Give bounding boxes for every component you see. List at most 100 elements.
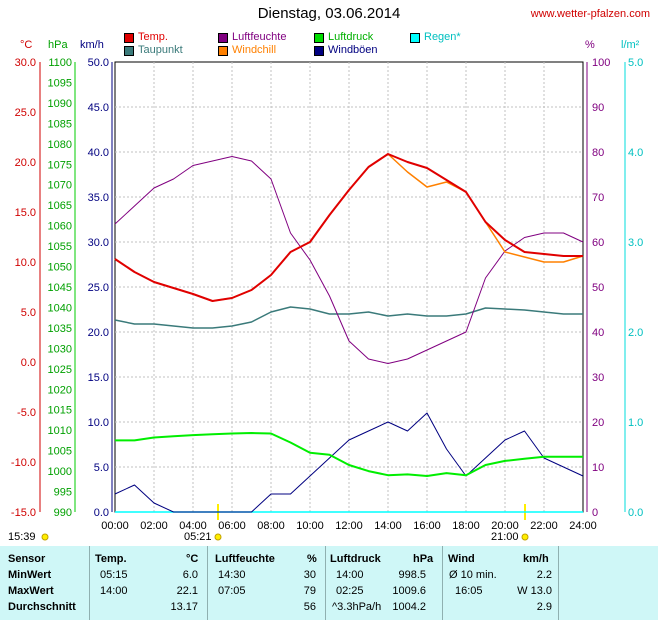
legend-label: Windböen [328, 44, 378, 56]
header-temp-unit: °C [186, 553, 199, 565]
pressure-tick-label: 1090 [48, 98, 72, 110]
time-tick-label: 20:00 [491, 520, 519, 532]
legend-swatch [124, 33, 134, 43]
sunset-label: 21:00 [491, 531, 519, 543]
humidity-tick-label: 50 [592, 282, 604, 294]
header-pressure: Luftdruck [330, 553, 381, 565]
legend-label: Windchill [232, 44, 277, 56]
last-sunset-label: 15:39 [8, 531, 36, 543]
legend-label: Luftdruck [328, 31, 374, 43]
humidity-axis-title: % [585, 39, 595, 51]
temp-tick-label: 10.0 [15, 257, 36, 269]
pressure-tick-label: 1050 [48, 262, 72, 274]
temp-tick-label: 20.0 [15, 157, 36, 169]
site-link[interactable]: www.wetter-pfalzen.com [530, 8, 650, 20]
humidity-tick-label: 90 [592, 102, 604, 114]
wind-value: 2.9 [536, 601, 552, 613]
rain-tick-label: 4.0 [628, 147, 643, 159]
row-label: MinWert [8, 569, 52, 581]
pressure-tick-label: 995 [54, 487, 72, 499]
pressure-tick-label: 1100 [48, 57, 72, 69]
humidity-tick-label: 10 [592, 462, 604, 474]
time-tick-label: 24:00 [569, 520, 597, 532]
pressure-tick-label: 1095 [48, 77, 72, 89]
stats-table: Sensor Temp. °C Luftfeuchte % Luftdruck … [0, 546, 658, 620]
wind-tick-label: 25.0 [88, 282, 109, 294]
rain-tick-label: 1.0 [628, 417, 643, 429]
wind-tick-label: 10.0 [88, 417, 109, 429]
pressure-tick-label: 1060 [48, 221, 72, 233]
temp-tick-label: -15.0 [11, 507, 36, 519]
temp-tick-label: 15.0 [15, 207, 36, 219]
wind-tick-label: 15.0 [88, 372, 109, 384]
table-divider [325, 546, 326, 620]
temp-tick-label: 5.0 [21, 307, 36, 319]
rain-tick-label: 5.0 [628, 57, 643, 69]
chart-title: Dienstag, 03.06.2014 [257, 5, 401, 22]
legend-swatch [410, 33, 420, 43]
pressure-tick-label: 1055 [48, 241, 72, 253]
humidity-tick-label: 0 [592, 507, 598, 519]
pressure-tick-label: 1015 [48, 405, 72, 417]
legend-swatch [218, 33, 228, 43]
wind-value: W 13.0 [517, 585, 552, 597]
time-tick-label: 06:00 [218, 520, 246, 532]
table-divider [558, 546, 559, 620]
table-divider [442, 546, 443, 620]
wind-tick-label: 45.0 [88, 102, 109, 114]
wind-tick-label: 30.0 [88, 237, 109, 249]
pressure-tick-label: 1070 [48, 180, 72, 192]
legend-swatch [314, 46, 324, 56]
humidity-time: 07:05 [218, 585, 246, 597]
time-tick-label: 16:00 [413, 520, 441, 532]
pressure-time: 02:25 [336, 585, 364, 597]
wind-time: Ø 10 min. [449, 569, 497, 581]
temp-value: 13.17 [170, 601, 198, 613]
sunrise-marker [214, 533, 222, 541]
humidity-tick-label: 70 [592, 192, 604, 204]
rain-axis-title: l/m² [621, 39, 640, 51]
legend-swatch [314, 33, 324, 43]
pressure-tick-label: 1005 [48, 446, 72, 458]
wind-tick-label: 20.0 [88, 327, 109, 339]
legend-label: Regen* [424, 31, 461, 43]
pressure-tick-label: 1075 [48, 159, 72, 171]
legend-swatch [124, 46, 134, 56]
pressure-tick-label: 1020 [48, 384, 72, 396]
time-tick-label: 00:00 [101, 520, 129, 532]
humidity-tick-label: 40 [592, 327, 604, 339]
header-humidity: Luftfeuchte [215, 553, 275, 565]
humidity-tick-label: 20 [592, 417, 604, 429]
weather-chart: 30.0 25.0 20.0 15.0 10.0 5.0 0.0 -5.0 -10.0 -15.0… [11, 57, 643, 541]
header-temp: Temp. [95, 553, 127, 565]
time-tick-label: 22:00 [530, 520, 558, 532]
pressure-tick-label: 990 [54, 507, 72, 519]
sunrise-label: 05:21 [184, 531, 212, 543]
header-sensor: Sensor [8, 553, 46, 565]
temp-time: 14:00 [100, 585, 128, 597]
pressure-tick-label: 1085 [48, 118, 72, 130]
header-wind: Wind [448, 553, 475, 565]
pressure-tick-label: 1080 [48, 139, 72, 151]
temp-tick-label: -5.0 [17, 407, 36, 419]
temp-value: 22.1 [176, 585, 198, 597]
time-tick-label: 14:00 [374, 520, 402, 532]
sunset-marker [521, 533, 529, 541]
humidity-tick-label: 60 [592, 237, 604, 249]
rain-tick-label: 3.0 [628, 237, 643, 249]
legend-label: Luftfeuchte [232, 31, 287, 43]
humidity-value: 79 [303, 585, 316, 597]
time-tick-label: 18:00 [452, 520, 480, 532]
time-tick-label: 02:00 [140, 520, 168, 532]
humidity-time: 14:30 [218, 569, 246, 581]
header-wind-unit: km/h [523, 553, 549, 565]
humidity-value: 56 [303, 601, 316, 613]
time-tick-label: 12:00 [335, 520, 363, 532]
wind-tick-label: 50.0 [88, 57, 109, 69]
wind-axis-title: km/h [80, 39, 104, 51]
temp-time: 05:15 [100, 569, 128, 581]
time-tick-label: 08:00 [257, 520, 285, 532]
wind-time: 16:05 [455, 585, 483, 597]
pressure-axis-title: hPa [48, 39, 68, 51]
rain-tick-label: 0.0 [628, 507, 643, 519]
